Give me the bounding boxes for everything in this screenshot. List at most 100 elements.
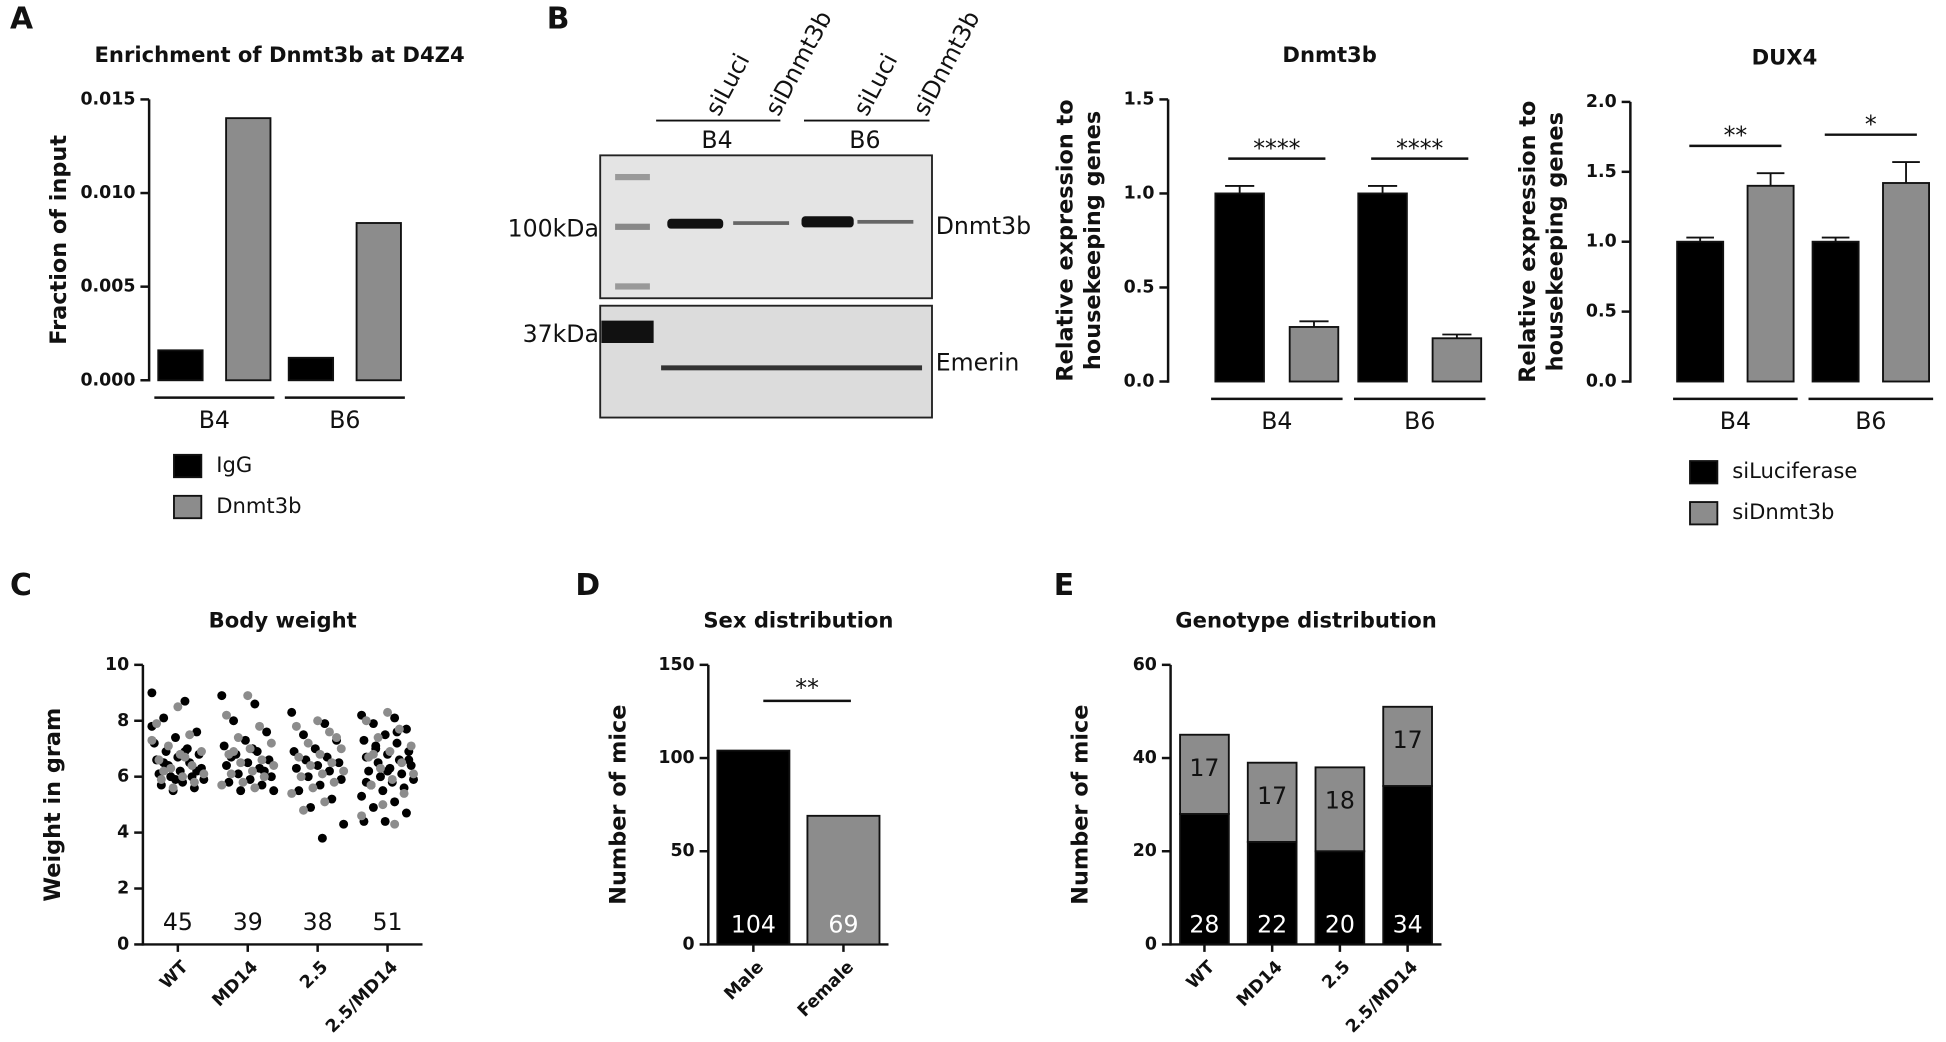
data-point (287, 707, 297, 717)
x-tick-label: MD14 (209, 957, 263, 1011)
bar-segment (1179, 733, 1230, 815)
data-point (332, 733, 342, 743)
data-point (291, 763, 301, 773)
blot-band (667, 218, 724, 229)
data-point (156, 774, 166, 784)
data-point (250, 699, 260, 709)
x-tick-label: 2.5/MD14 (1342, 957, 1422, 1037)
y-tick-label: 0.005 (80, 277, 135, 297)
data-point (409, 769, 418, 779)
value-label: 18 (1325, 787, 1355, 815)
value-label: 17 (1257, 782, 1287, 810)
significance-label: ** (1724, 122, 1748, 150)
data-point (313, 761, 323, 770)
data-point (180, 752, 190, 762)
data-point (399, 788, 409, 798)
bar (225, 117, 272, 382)
y-tick-label: 50 (670, 841, 694, 861)
x-tick-label: B4 (1261, 407, 1292, 435)
data-point (299, 805, 308, 815)
data-point (390, 819, 400, 829)
data-point (229, 716, 239, 726)
data-point (245, 774, 255, 784)
x-tick-label: WT (1183, 957, 1219, 993)
x-tick-label: 2.5 (296, 957, 332, 993)
data-point (259, 772, 269, 782)
data-point (303, 738, 313, 748)
bar (716, 749, 791, 946)
data-point (171, 774, 180, 784)
data-point (368, 802, 378, 812)
data-point (320, 797, 330, 807)
y-tick-label: 10 (105, 655, 129, 675)
y-tick-label: 0 (683, 934, 695, 954)
y-axis-label: housekeeping genes (1542, 112, 1568, 371)
bar (1676, 240, 1725, 383)
x-tick-label: MD14 (1233, 957, 1287, 1011)
y-tick-label: 0 (117, 934, 129, 954)
y-tick-label: 0 (1145, 934, 1157, 954)
y-tick-label: 20 (1133, 841, 1157, 861)
data-point (401, 808, 411, 818)
data-point (147, 688, 157, 698)
y-tick-label: 8 (117, 711, 129, 731)
data-point (378, 786, 388, 796)
bar (1357, 192, 1408, 383)
chart-title: Enrichment of Dnmt3b at D4Z4 (95, 42, 465, 67)
bar (1214, 192, 1265, 383)
group-label: B4 (701, 126, 732, 154)
data-point (320, 719, 330, 729)
data-point (329, 777, 339, 787)
significance-label: **** (1253, 134, 1300, 162)
data-point (236, 758, 246, 768)
data-point (308, 783, 318, 793)
data-point (387, 774, 397, 784)
bar (1882, 182, 1930, 383)
y-tick-label: 100 (658, 748, 694, 768)
data-point (243, 691, 253, 701)
chart-title: DUX4 (1752, 44, 1818, 69)
lane-label: siDnmt3b (759, 6, 837, 120)
data-point (152, 719, 162, 729)
value-label: 34 (1393, 910, 1423, 938)
data-point (233, 733, 243, 743)
y-tick-label: 0.0 (1586, 372, 1617, 392)
data-point (159, 766, 169, 776)
data-point (236, 786, 246, 796)
blot-band (733, 221, 790, 225)
x-tick-label: B6 (1404, 407, 1435, 435)
x-tick-label: 2.5 (1319, 957, 1355, 993)
y-tick-label: 60 (1133, 655, 1157, 675)
bar (157, 349, 204, 382)
data-point (327, 794, 337, 804)
data-point (168, 783, 178, 793)
data-point (233, 769, 243, 779)
value-label: 17 (1393, 726, 1423, 754)
data-point (159, 713, 169, 723)
bar (1288, 326, 1340, 383)
data-point (217, 780, 227, 790)
data-point (294, 752, 304, 762)
data-point (163, 741, 173, 751)
marker-label: 37kDa (523, 320, 599, 348)
protein-label: Emerin (936, 349, 1020, 377)
data-point (315, 780, 325, 790)
group-label: B6 (849, 126, 880, 154)
value-label: 17 (1189, 754, 1219, 782)
data-point (375, 763, 385, 773)
bar-segment (1246, 840, 1298, 946)
data-point (404, 755, 414, 765)
data-point (257, 755, 267, 765)
panel-label: E (1054, 568, 1074, 603)
data-point (306, 761, 316, 770)
count-label: 39 (233, 908, 263, 936)
data-point (303, 772, 313, 782)
bar-segment (1314, 766, 1366, 853)
y-axis-label: housekeeping genes (1080, 111, 1106, 370)
chart-title: Sex distribution (703, 607, 893, 632)
data-point (368, 749, 378, 759)
data-point (390, 713, 400, 723)
bar (1431, 337, 1483, 383)
marker-label: 100kDa (508, 214, 599, 242)
data-point (397, 758, 407, 768)
